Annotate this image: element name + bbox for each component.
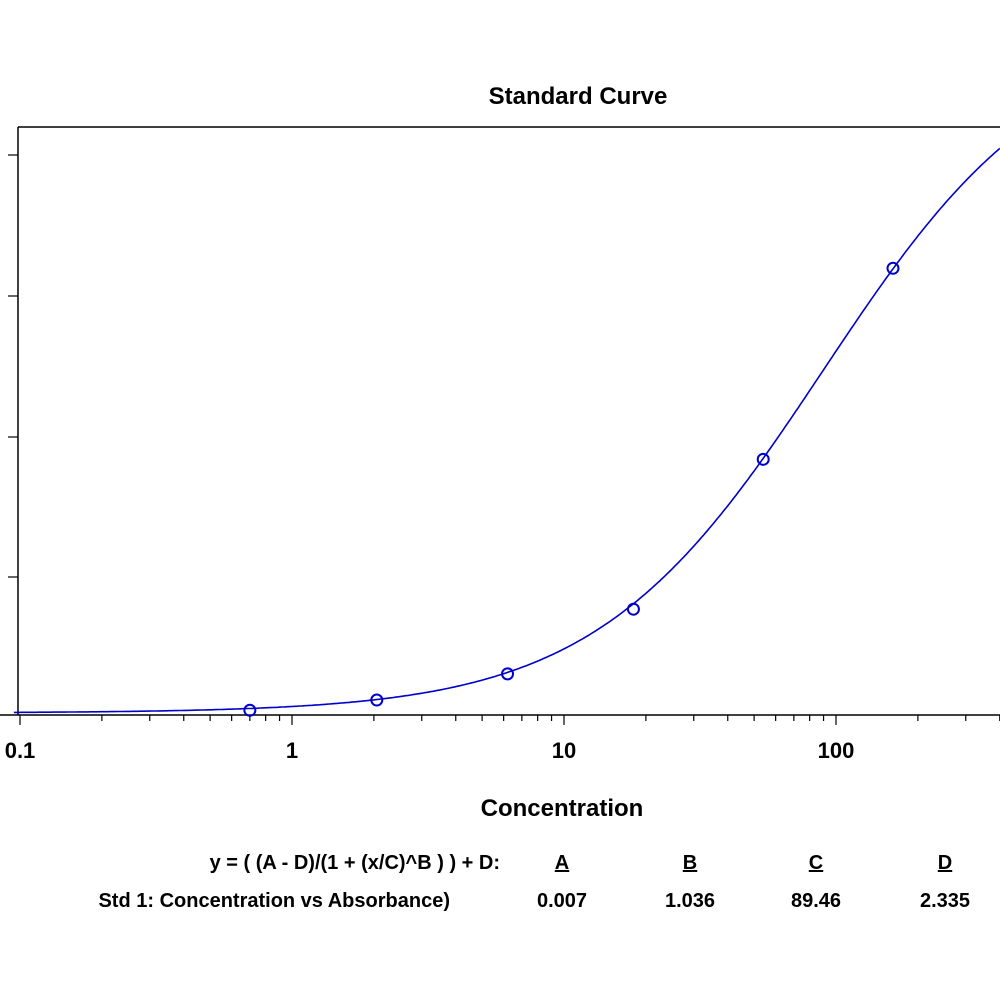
param-d-value: 2.335: [919, 890, 971, 912]
param-c-header: C: [808, 852, 824, 874]
x-axis-tick-labels: 0.1 1 10 100: [5, 738, 855, 763]
series-label: Std 1: Concentration vs Absorbance): [98, 890, 450, 912]
data-points: [243, 261, 900, 717]
x-axis-ticks: [19, 715, 1000, 725]
standard-curve-chart: Standard Curve 0.1 1 10 100 Concentration: [0, 83, 1000, 822]
fit-curve-line: [13, 147, 1000, 714]
data-point: [756, 452, 770, 466]
data-point: [501, 667, 515, 681]
x-axis-label: Concentration: [481, 795, 644, 822]
equation-label: y = ( (A - D)/(1 + (x/C)^B ) ) + D:: [209, 852, 500, 874]
chart-title: Standard Curve: [489, 83, 668, 110]
param-b-value: 1.036: [664, 890, 716, 912]
param-a-value: 0.007: [536, 890, 588, 912]
x-tick-label: 1: [286, 738, 298, 763]
x-tick-label: 100: [818, 738, 855, 763]
param-a-header: A: [554, 852, 570, 874]
param-d-header: D: [937, 852, 953, 874]
x-tick-label: 0.1: [5, 738, 36, 763]
data-point: [886, 261, 900, 275]
param-b-header: B: [682, 852, 698, 874]
fit-parameters-header-row: y = ( (A - D)/(1 + (x/C)^B ) ) + D: A B …: [0, 852, 1000, 882]
data-point: [370, 693, 384, 707]
y-axis-ticks: [8, 154, 18, 578]
data-point: [243, 703, 257, 717]
plot-frame: [0, 126, 1000, 716]
data-point: [626, 602, 640, 616]
fit-parameters-value-row: Std 1: Concentration vs Absorbance) 0.00…: [0, 890, 1000, 920]
param-c-value: 89.46: [790, 890, 842, 912]
x-tick-label: 10: [552, 738, 576, 763]
